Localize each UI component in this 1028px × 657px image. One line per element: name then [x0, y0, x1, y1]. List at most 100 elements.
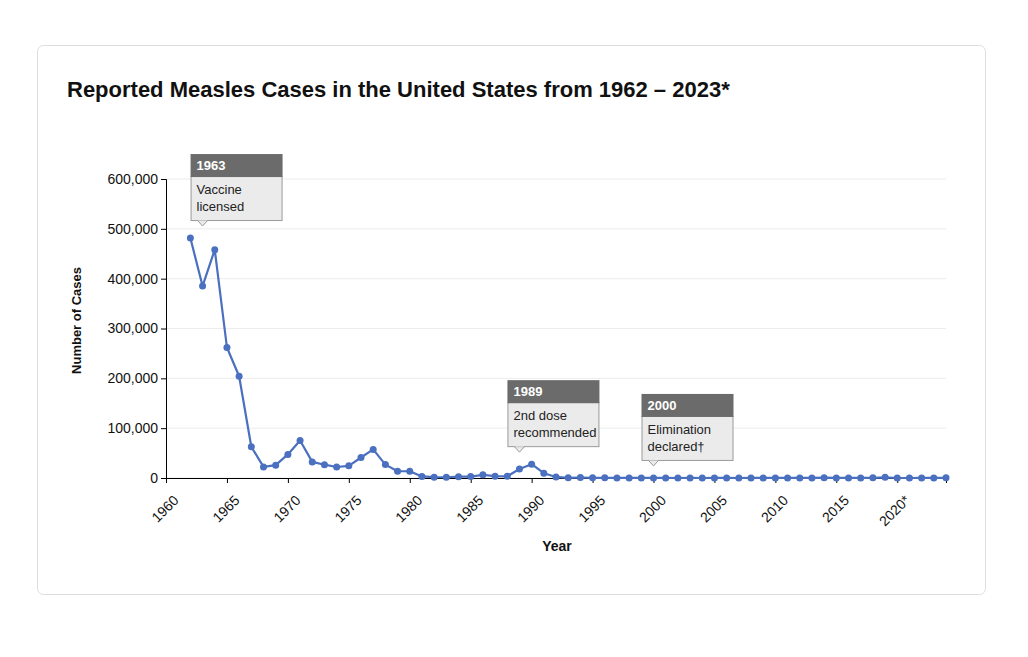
point — [345, 462, 352, 469]
x-tick-label: 2000 — [636, 492, 669, 525]
point — [223, 344, 230, 351]
x-tick-mark — [288, 478, 289, 483]
x-tick: 1960 — [148, 478, 181, 525]
point — [394, 468, 401, 475]
x-tick: 1990 — [514, 478, 547, 525]
grid-line — [166, 228, 946, 229]
point — [199, 283, 206, 290]
y-tick-label: 100,000 — [107, 420, 158, 436]
point — [211, 246, 218, 253]
annotation-text-line: 2nd dose — [513, 408, 567, 423]
y-tick-mark — [161, 428, 166, 429]
x-tick: 2010 — [758, 478, 791, 525]
annotation-pointer-join — [198, 219, 207, 221]
point — [418, 473, 425, 480]
x-tick-label: 1960 — [148, 492, 181, 525]
point — [443, 474, 450, 481]
series — [187, 235, 950, 482]
annotation-year: 1989 — [513, 384, 542, 399]
y-tick-label: 0 — [150, 470, 158, 486]
line — [190, 238, 946, 478]
annotation-text: Eliminationdeclared† — [648, 422, 712, 454]
point — [187, 235, 194, 242]
point — [760, 474, 767, 481]
x-tick: 1985 — [453, 478, 486, 525]
y-tick-mark — [161, 179, 166, 180]
point — [882, 474, 889, 481]
x-tick: 2020* — [876, 478, 914, 529]
point — [272, 462, 279, 469]
annotation-pointer-join — [649, 459, 658, 461]
grid-line — [166, 179, 946, 180]
x-tick: 2015 — [819, 478, 852, 525]
annotation-pointer-join — [515, 445, 524, 447]
y-tick-label: 600,000 — [107, 171, 158, 187]
point — [687, 474, 694, 481]
x-tick-label: 1980 — [392, 492, 425, 525]
annotation-header — [642, 394, 734, 417]
y-tick: 400,000 — [107, 271, 166, 287]
annotation-pointer — [514, 447, 524, 453]
point — [772, 474, 779, 481]
point — [735, 474, 742, 481]
annotation-year: 2000 — [648, 398, 677, 413]
point — [248, 443, 255, 450]
annotation-text-line: recommended — [513, 425, 596, 440]
x-tick-label: 1970 — [270, 492, 303, 525]
x-tick: 1980 — [392, 478, 425, 525]
y-tick: 0 — [150, 470, 166, 486]
point — [540, 470, 547, 477]
point — [857, 474, 864, 481]
point — [711, 474, 718, 481]
y-tick: 500,000 — [107, 221, 166, 237]
point — [796, 474, 803, 481]
point — [284, 451, 291, 458]
annotation-header — [191, 154, 283, 177]
annotation-year: 1963 — [197, 158, 226, 173]
point — [297, 437, 304, 444]
point — [236, 373, 243, 380]
point — [479, 471, 486, 478]
annotation-pointer — [649, 460, 659, 466]
x-tick: 1970 — [270, 478, 303, 525]
x-tick-label: 2020* — [876, 492, 914, 530]
annotation-text: Vaccine licensed — [197, 182, 245, 214]
point — [918, 474, 925, 481]
annotations: 1963 Vaccine licensed 1989 2nd dose recommend… — [191, 154, 734, 466]
x-tick: 1975 — [331, 478, 364, 525]
point — [638, 474, 645, 481]
point — [492, 473, 499, 480]
point — [613, 474, 620, 481]
x-tick-label: 1985 — [453, 492, 486, 525]
point — [309, 458, 316, 465]
point — [333, 463, 340, 470]
x-tick: 1965 — [209, 478, 242, 525]
x-tick-label: 2015 — [819, 492, 852, 525]
y-tick-mark — [161, 329, 166, 330]
point — [528, 461, 535, 468]
point — [723, 474, 730, 481]
y-axis-line — [161, 180, 167, 479]
point — [662, 474, 669, 481]
grid-line — [166, 378, 946, 379]
annotation: 1989 2nd dose recommended — [507, 380, 599, 452]
y-tick-mark — [161, 378, 166, 379]
y-tick: 200,000 — [107, 370, 166, 386]
annotation-pointer — [198, 221, 208, 227]
y-tick: 300,000 — [107, 320, 166, 336]
annotation-text-line: Vaccine — [197, 182, 242, 197]
point — [674, 474, 681, 481]
y-tick-label: 300,000 — [107, 320, 158, 336]
annotation-header — [507, 380, 599, 403]
x-tick-label: 2005 — [697, 492, 730, 525]
y-tick: 600,000 — [107, 171, 166, 187]
y-tick-mark — [161, 229, 166, 230]
x-tick: 1995 — [575, 478, 608, 525]
y-tick-mark — [161, 478, 166, 479]
point — [869, 474, 876, 481]
x-tick: 2005 — [697, 478, 730, 525]
annotation: 2000 Eliminationdeclared† — [642, 394, 734, 466]
y-tick-label: 200,000 — [107, 370, 158, 386]
annotation-text-line: licensed — [197, 199, 245, 214]
point — [260, 463, 267, 470]
